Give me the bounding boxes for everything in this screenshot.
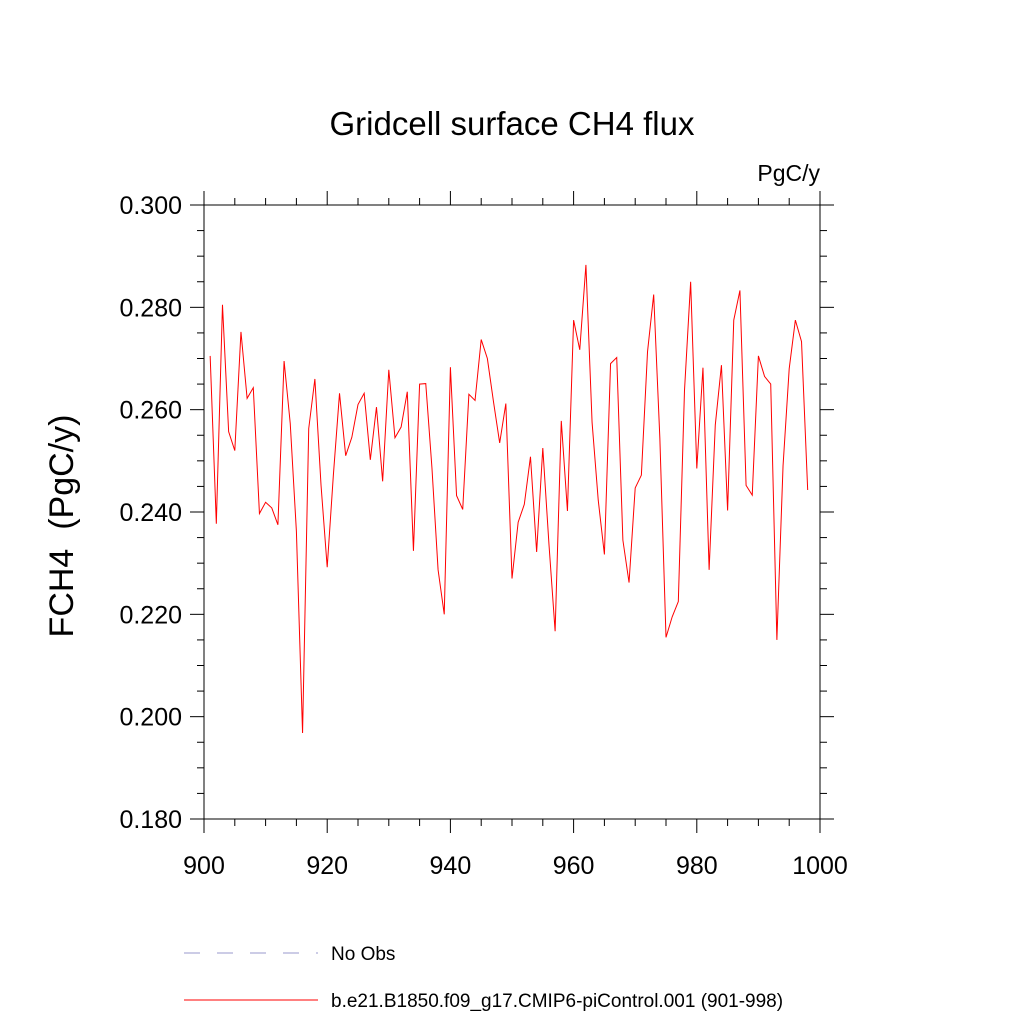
y-tick-label: 0.200 [119,704,182,732]
legend-label: b.e21.B1850.f09_g17.CMIP6-piControl.001 … [331,991,783,1012]
series-line [209,264,809,734]
legend-label: No Obs [331,944,395,965]
legend: No Obs b.e21.B1850.f09_g17.CMIP6-piContro… [184,944,783,1012]
plot-border [203,204,821,820]
chart-title: Gridcell surface CH4 flux [330,105,695,142]
y-tick-label: 0.180 [119,806,182,834]
legend-item: b.e21.B1850.f09_g17.CMIP6-piControl.001 … [184,991,783,1012]
y-tick-label: 0.240 [119,499,182,527]
y-axis-label: FCH4 (PgC/y) [43,415,81,638]
series-path [209,264,809,734]
series-layer [209,264,809,734]
x-tick-label: 940 [430,852,472,880]
y-tick-label: 0.280 [119,294,182,322]
x-tick-label: 960 [553,852,595,880]
x-tick-label: 920 [306,852,348,880]
x-axis-ticks: 900 920 940 960 980 1000 [183,191,848,880]
units-label: PgC/y [757,160,820,186]
x-tick-label: 900 [183,852,225,880]
y-tick-label: 0.260 [119,397,182,425]
x-tick-label: 980 [676,852,718,880]
x-tick-label: 1000 [792,852,848,880]
y-axis-ticks: 0.180 0.200 0.220 0.240 0.260 0.280 0.300 [119,192,834,834]
plot-frame [203,204,821,820]
y-tick-label: 0.220 [119,601,182,629]
y-tick-label: 0.300 [119,192,182,220]
legend-item: No Obs [184,944,395,965]
